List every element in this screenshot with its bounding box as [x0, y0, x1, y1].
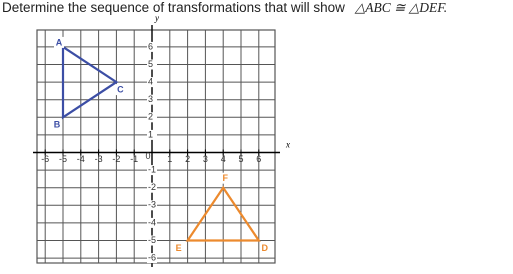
triangle [185, 185, 261, 242]
x-tick-label: 1 [167, 154, 172, 164]
vertex-label: B [54, 120, 61, 130]
vertex-label-bg [173, 242, 184, 254]
y-tick-bg [147, 165, 157, 176]
vertex-label-bg [52, 119, 62, 131]
x-tick-label: 0 [145, 151, 150, 161]
y-tick-bg [147, 41, 157, 52]
x-tick-label: 2 [185, 154, 190, 164]
x-tick-label: 5 [238, 154, 243, 164]
y-tick-bg [147, 200, 157, 211]
y-tick-label: -6 [148, 252, 156, 262]
x-tick-label: -6 [41, 154, 49, 164]
y-tick-label: -1 [148, 164, 156, 174]
y-tick-label: 5 [148, 59, 153, 69]
y-tick-bg [147, 77, 157, 88]
y-tick-bg [147, 94, 157, 105]
y-tick-label: 4 [148, 76, 153, 86]
vertex-label: D [262, 243, 269, 253]
vertex-label-bg [115, 84, 126, 96]
x-tick-label: -1 [130, 154, 138, 164]
x-tick-label: 6 [256, 154, 261, 164]
y-tick-bg [147, 59, 157, 70]
y-tick-bg [147, 235, 157, 246]
y-tick-label: -3 [148, 200, 156, 210]
vertex-label-bg [54, 36, 64, 48]
triangle [61, 44, 119, 120]
y-axis-label: y [154, 13, 159, 23]
y-tick-bg [147, 217, 157, 228]
vertex-label: E [176, 243, 182, 253]
y-tick-label: 1 [148, 129, 153, 139]
question-math: △ABC ≅ △DEF. [354, 0, 448, 15]
vertex-label-bg [220, 172, 231, 184]
question-text: Determine the sequence of transformation… [2, 0, 345, 15]
y-tick-bg [147, 112, 157, 123]
question: Determine the sequence of transformation… [2, 0, 447, 16]
vertex-label-bg [259, 242, 270, 254]
y-tick-label: 6 [148, 41, 153, 51]
x-tick-label: 4 [221, 154, 226, 164]
vertex-label: C [117, 84, 124, 94]
x-tick-label: -5 [59, 154, 67, 164]
y-tick-bg [147, 253, 157, 264]
y-tick-label: -2 [148, 182, 156, 192]
y-tick-label: -5 [148, 235, 156, 245]
vertex-label: F [222, 173, 228, 183]
y-tick-bg [147, 182, 157, 193]
y-tick-label: 2 [148, 112, 153, 122]
y-tick-bg [147, 129, 157, 140]
y-tick-label: -4 [148, 217, 156, 227]
x-tick-label: -2 [112, 154, 120, 164]
x-tick-label: -3 [95, 154, 103, 164]
x-axis-label: x [285, 140, 290, 150]
x-tick-label: 3 [203, 154, 208, 164]
y-tick-label: 3 [148, 94, 153, 104]
x-tick-label: -4 [77, 154, 85, 164]
vertex-label: A [56, 37, 63, 47]
